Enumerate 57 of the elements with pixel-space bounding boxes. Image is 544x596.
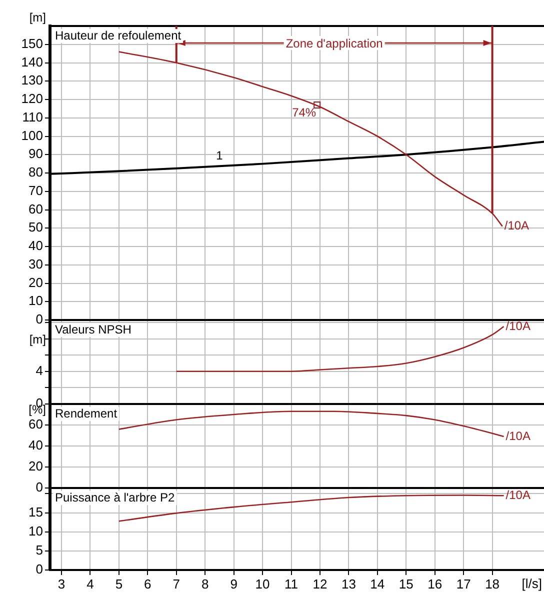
y-tick-label: 90	[28, 146, 43, 162]
y-tick-label: 40	[28, 238, 43, 254]
annotation: Zone d'application	[286, 36, 383, 50]
y-tick-label: 120	[21, 91, 43, 106]
x-tick-label: 11	[284, 576, 298, 592]
series-label: 1	[216, 148, 224, 162]
y-tick-label: 130	[21, 72, 43, 88]
x-tick-label: 8	[201, 576, 209, 592]
y-tick-label: 70	[28, 182, 43, 198]
x-tick-label: 4	[86, 576, 94, 592]
y-tick-label: 150	[21, 36, 43, 51]
y-tick-label: 15	[28, 504, 43, 520]
y-tick-label: 0	[36, 480, 43, 495]
x-tick-label: 17	[456, 576, 471, 592]
series-label: /10A	[506, 488, 530, 502]
y-tick-label: 50	[28, 220, 43, 235]
y-tick-label: 60	[28, 201, 43, 216]
series-label: /10A	[506, 428, 530, 443]
y-axis-title: [m]	[29, 10, 46, 24]
x-axis-title: [l/s]	[522, 576, 542, 592]
x-tick-label: 3	[58, 576, 66, 592]
y-tick-label: 80	[28, 164, 43, 180]
x-tick-label: 12	[312, 576, 328, 592]
x-tick-label: 9	[230, 576, 238, 592]
line-series	[176, 326, 504, 372]
series-label: /10A	[504, 218, 530, 233]
y-tick-label: 10	[28, 293, 43, 308]
x-tick-label: 7	[172, 576, 180, 592]
y-tick-label: 5	[36, 542, 43, 558]
y-tick-label: 20	[28, 458, 43, 474]
y-tick-label: 140	[21, 54, 43, 70]
y-tick-label: 40	[28, 438, 43, 453]
annotation: 74%	[292, 105, 316, 120]
x-tick-label: 6	[144, 576, 152, 592]
y-tick-label: 0	[36, 562, 43, 577]
x-tick-label: 15	[398, 576, 414, 592]
chart-title: Hauteur de refoulement	[55, 28, 182, 42]
x-tick-label: 18	[485, 576, 500, 592]
series-label: /10A	[506, 318, 530, 333]
line-series	[118, 410, 504, 438]
y-tick-label: 100	[21, 128, 43, 143]
chart-title: Puissance à l'arbre P2	[55, 490, 176, 504]
y-tick-label: 60	[28, 416, 43, 432]
x-tick-label: 14	[370, 576, 385, 592]
y-tick-label: 110	[22, 109, 43, 124]
x-tick-label: 5	[115, 576, 123, 592]
y-tick-label: 0	[36, 312, 43, 327]
x-tick-label: 13	[341, 576, 356, 592]
y-axis-title: [m]	[29, 332, 46, 346]
x-tick-label: 10	[255, 576, 270, 592]
y-tick-label: 20	[28, 274, 43, 290]
y-tick-label: 4	[36, 362, 43, 378]
x-tick-label: 16	[428, 576, 442, 592]
chart-title: Rendement	[55, 406, 118, 420]
y-tick-label: 10	[28, 523, 43, 538]
y-tick-label: 30	[28, 256, 43, 272]
chart-title: Valeurs NPSH	[55, 322, 132, 336]
